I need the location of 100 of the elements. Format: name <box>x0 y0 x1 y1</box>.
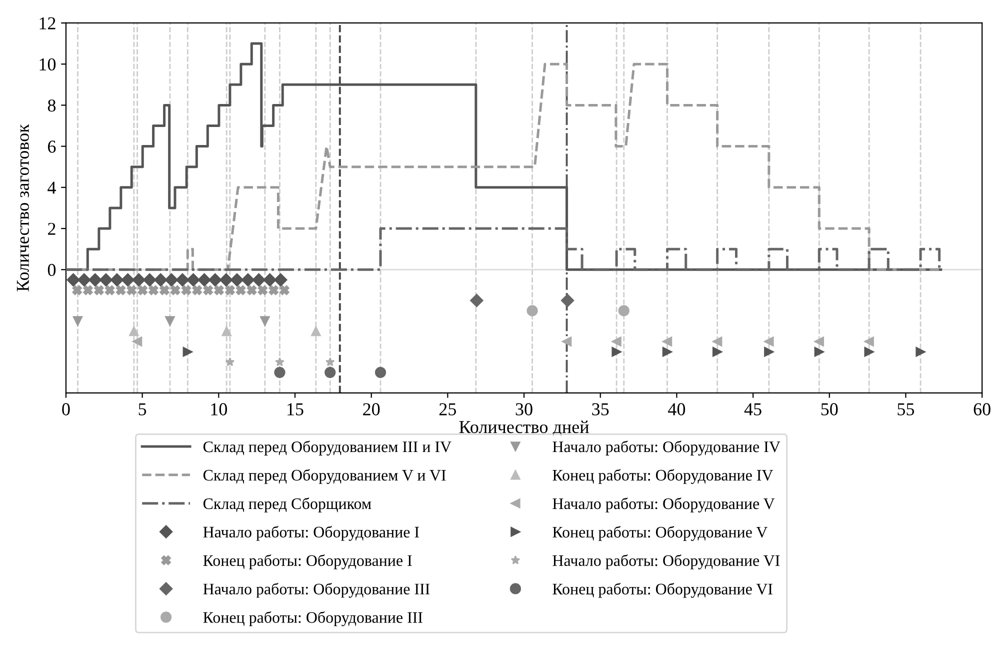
y-tick-label: 2 <box>48 222 56 235</box>
point <box>164 273 178 286</box>
x-tick-label: 55 <box>898 403 914 416</box>
point <box>104 285 115 296</box>
point <box>662 336 672 346</box>
point <box>526 305 538 316</box>
point <box>560 294 574 308</box>
point <box>275 357 284 366</box>
legend-label: Начало работы: Оборудование IV <box>552 440 780 456</box>
point <box>230 273 244 286</box>
point <box>66 273 80 286</box>
x-tick-label: 40 <box>668 403 686 416</box>
point <box>374 366 386 378</box>
point <box>618 305 630 316</box>
point <box>236 285 246 296</box>
point <box>311 326 321 336</box>
x-tick-label: 45 <box>744 403 762 416</box>
point <box>181 285 192 296</box>
point <box>143 273 156 286</box>
point <box>88 273 102 286</box>
legend-label: Конец работы: Оборудование I <box>203 554 412 570</box>
point <box>246 285 257 296</box>
point <box>814 346 824 357</box>
legend-label: Начало работы: Оборудование III <box>203 582 430 598</box>
legend-label: Конец работы: Оборудование III <box>203 611 422 626</box>
point <box>148 285 158 296</box>
x-tick-label: 25 <box>439 403 456 416</box>
x-tick-label: 60 <box>974 403 990 416</box>
y-tick-label: 12 <box>40 17 56 30</box>
point <box>220 273 233 286</box>
legend-label: Конец работы: Оборудование V <box>552 526 768 541</box>
point <box>814 336 824 346</box>
point <box>154 273 168 286</box>
y-tick-label: 6 <box>48 140 56 153</box>
y-tick-label: 0 <box>48 264 56 276</box>
point <box>225 285 235 296</box>
point <box>252 273 266 286</box>
legend-label: Конец работы: Оборудование VI <box>552 582 772 598</box>
x-tick-label: 30 <box>516 403 532 416</box>
point <box>241 273 255 286</box>
point <box>258 285 268 296</box>
legend-label: Склад перед Оборудованием V и VI <box>203 469 446 484</box>
point <box>764 346 774 357</box>
x-tick-label: 10 <box>211 403 227 416</box>
legend-label: Конец работы: Оборудование IV <box>552 469 774 484</box>
point <box>712 346 722 357</box>
legend-label: Склад перед Сборщиком <box>203 498 372 512</box>
point <box>325 357 335 366</box>
point <box>203 285 213 296</box>
y-tick-label: 8 <box>48 99 56 112</box>
point <box>72 316 83 326</box>
point <box>916 346 926 357</box>
point <box>208 273 222 286</box>
point <box>712 336 722 346</box>
x-tick-label: 20 <box>363 403 380 416</box>
point <box>99 273 113 286</box>
legend-label: Начало работы: Оборудование VI <box>552 554 780 570</box>
point <box>612 336 622 346</box>
point <box>83 285 93 296</box>
point <box>225 357 235 366</box>
point <box>165 316 175 326</box>
y-axis-title: Количество заготовок <box>16 124 29 292</box>
point <box>198 273 211 286</box>
point <box>260 316 270 326</box>
point <box>186 273 200 286</box>
point <box>324 366 336 378</box>
y-tick-label: 10 <box>40 58 56 71</box>
legend-label: Начало работы: Оборудование I <box>203 526 419 541</box>
point <box>116 285 126 296</box>
point <box>160 285 170 296</box>
point <box>132 336 142 346</box>
point <box>192 285 202 296</box>
point <box>268 285 278 296</box>
legend-label: Начало работы: Оборудование V <box>552 498 775 512</box>
point <box>214 285 224 296</box>
point <box>121 273 134 286</box>
point <box>129 326 139 336</box>
point <box>764 336 774 346</box>
point <box>612 346 622 357</box>
point <box>662 346 672 357</box>
point <box>864 346 874 357</box>
point <box>562 336 572 346</box>
point <box>182 346 193 357</box>
point <box>176 273 190 286</box>
point <box>72 285 82 296</box>
point <box>138 285 148 296</box>
point <box>78 273 91 286</box>
x-tick-label: 15 <box>288 403 304 416</box>
point <box>263 273 276 286</box>
point <box>222 326 232 336</box>
legend-label: Склад перед Оборудованием III и IV <box>203 440 452 456</box>
point <box>110 273 124 286</box>
x-axis-title: Количество дней <box>459 420 589 436</box>
point <box>170 285 180 296</box>
point <box>274 366 286 378</box>
x-tick-label: 50 <box>821 403 838 416</box>
point <box>132 273 146 286</box>
x-tick-label: 0 <box>62 403 70 416</box>
point <box>280 285 290 296</box>
point <box>126 285 136 296</box>
